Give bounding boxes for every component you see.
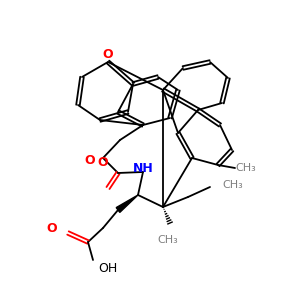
Text: O: O [47,221,57,235]
Text: CH₃: CH₃ [235,163,256,173]
Polygon shape [116,195,138,212]
Text: OH: OH [98,262,118,275]
Text: O: O [103,49,113,62]
Text: CH₃: CH₃ [158,235,178,245]
Text: O: O [98,155,108,169]
Text: O: O [85,154,95,167]
Text: NH: NH [133,161,153,175]
Text: CH₃: CH₃ [222,180,243,190]
